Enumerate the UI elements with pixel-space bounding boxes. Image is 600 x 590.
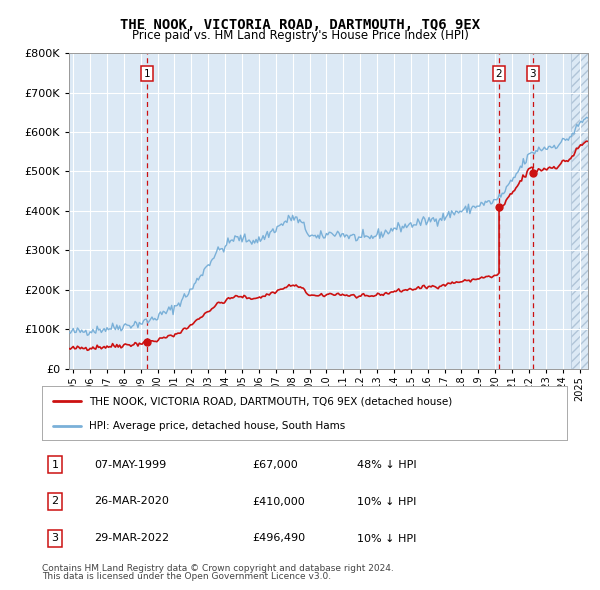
Text: 10% ↓ HPI: 10% ↓ HPI [357, 497, 416, 506]
Text: This data is licensed under the Open Government Licence v3.0.: This data is licensed under the Open Gov… [42, 572, 331, 581]
Bar [571, 53, 588, 369]
Text: 29-MAR-2022: 29-MAR-2022 [95, 533, 170, 543]
Text: HPI: Average price, detached house, South Hams: HPI: Average price, detached house, Sout… [89, 421, 346, 431]
Text: £496,490: £496,490 [252, 533, 305, 543]
Bar [571, 53, 588, 369]
Text: 1: 1 [143, 68, 150, 78]
Text: THE NOOK, VICTORIA ROAD, DARTMOUTH, TQ6 9EX (detached house): THE NOOK, VICTORIA ROAD, DARTMOUTH, TQ6 … [89, 396, 452, 407]
Text: 10% ↓ HPI: 10% ↓ HPI [357, 533, 416, 543]
Text: 26-MAR-2020: 26-MAR-2020 [95, 497, 169, 506]
Text: 07-MAY-1999: 07-MAY-1999 [95, 460, 167, 470]
Text: 2: 2 [496, 68, 502, 78]
Text: Contains HM Land Registry data © Crown copyright and database right 2024.: Contains HM Land Registry data © Crown c… [42, 563, 394, 572]
Text: 1: 1 [52, 460, 59, 470]
Text: 2: 2 [52, 497, 59, 506]
Text: 3: 3 [52, 533, 59, 543]
Text: 48% ↓ HPI: 48% ↓ HPI [357, 460, 416, 470]
Text: 3: 3 [529, 68, 536, 78]
Text: Price paid vs. HM Land Registry's House Price Index (HPI): Price paid vs. HM Land Registry's House … [131, 30, 469, 42]
Text: THE NOOK, VICTORIA ROAD, DARTMOUTH, TQ6 9EX: THE NOOK, VICTORIA ROAD, DARTMOUTH, TQ6 … [120, 18, 480, 32]
Text: £410,000: £410,000 [252, 497, 305, 506]
Text: £67,000: £67,000 [252, 460, 298, 470]
